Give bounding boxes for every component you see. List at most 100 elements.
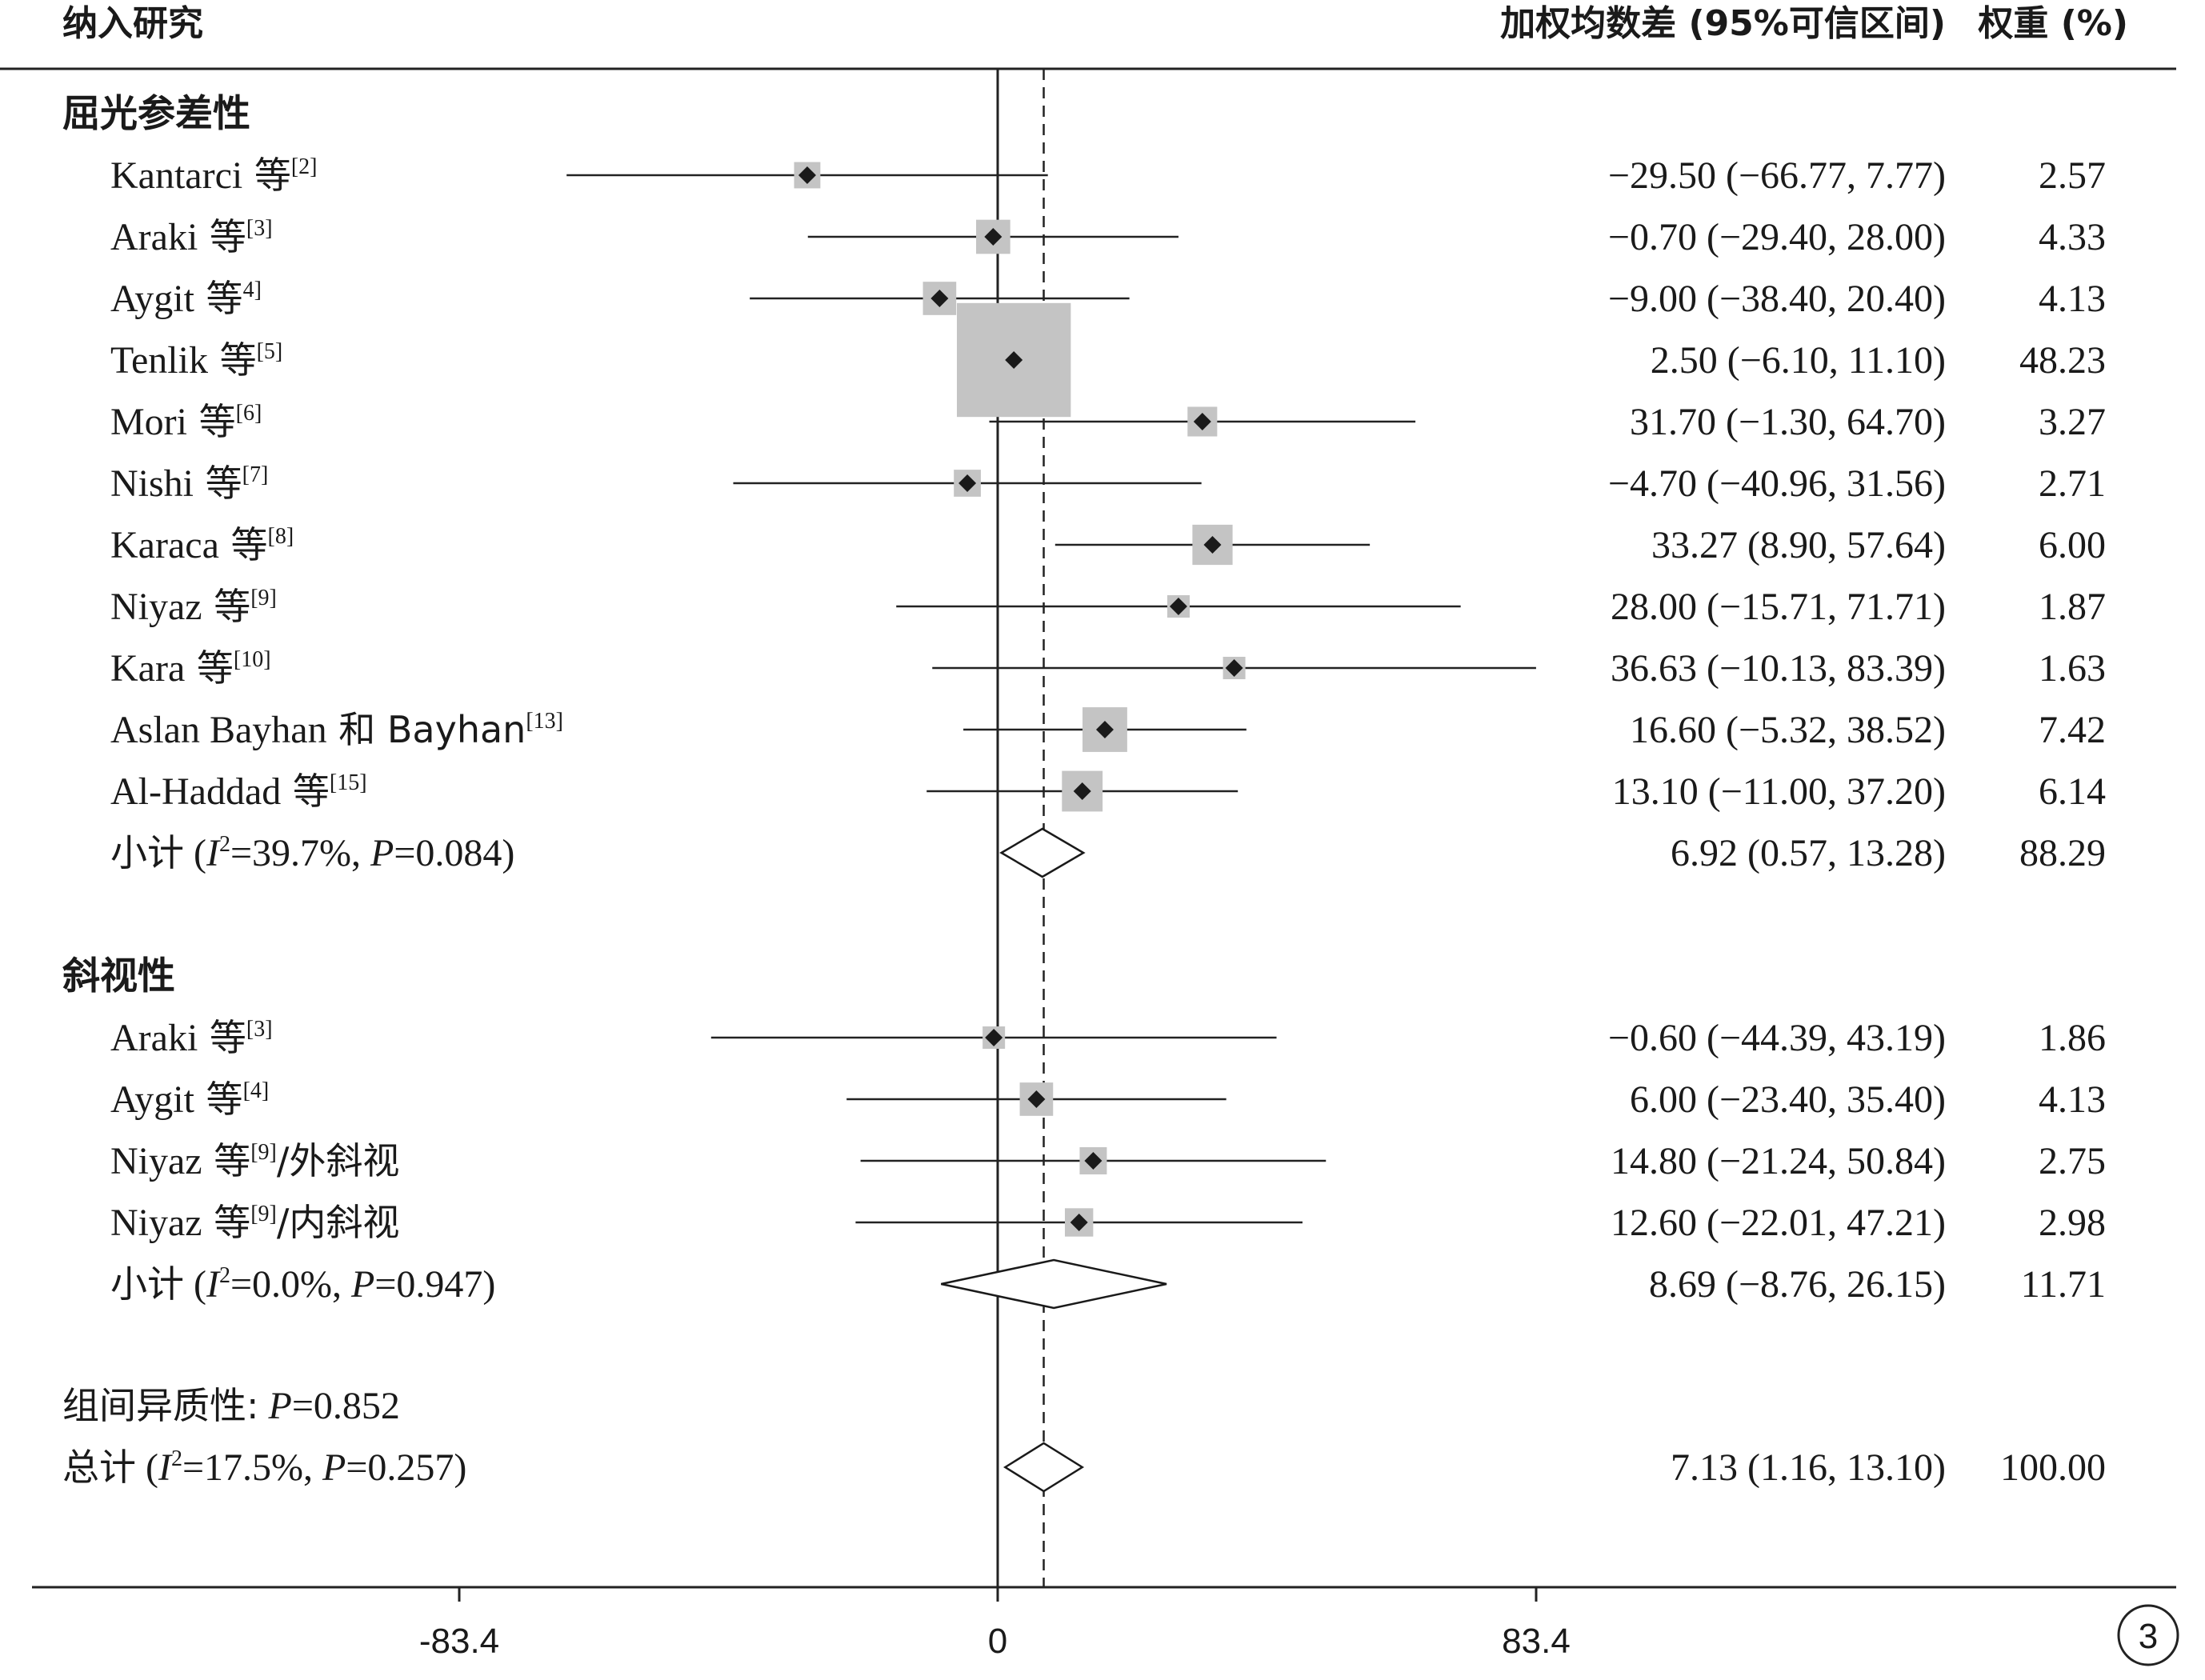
point-estimate [798,166,816,184]
study-tail: /外斜视 [277,1139,400,1182]
study-suffix: 等 [208,338,257,382]
x-tick-label: 0 [988,1622,1007,1661]
study-label: Aygit 等4] [110,277,262,320]
subtotal-label: 小计 (I2=0.0%, P=0.947) [110,1262,495,1306]
point-estimate [1084,1152,1102,1170]
study-suffix: 等 [198,215,246,258]
section-title: 屈光参差性 [62,92,250,136]
study-suffix: 等 [219,523,268,566]
ci-text: 2.50 (−6.10, 11.10) [1651,339,1946,382]
subtotal-diamond-weight-text: 11.71 [2021,1263,2106,1306]
study-label: Araki 等[3] [110,1016,273,1059]
x-tick-label: -83.4 [419,1622,499,1661]
ci-text: 12.60 (−22.01, 47.21) [1611,1202,1946,1244]
study-author: Aygit [110,1078,195,1121]
x-axis-ticks: -83.4 0 83.4 [419,1587,1571,1661]
study-suffix: 等 [194,1078,243,1121]
header-weight: 权重 (%) [1977,3,2128,44]
study-suffix: 等 [281,770,330,813]
study-ref: [2] [291,154,318,179]
ci-text: 28.00 (−15.71, 71.71) [1611,586,1946,628]
study-ref: [15] [330,770,367,795]
overall-label-prefix: 总计 [62,1446,136,1489]
study-author: Tenlik [110,339,208,382]
study-ref: [8] [268,524,294,549]
ci-text: 6.00 (−23.40, 35.40) [1630,1078,1946,1121]
study-label: Al-Haddad 等[15] [110,770,367,813]
study-author: Niyaz [110,1140,202,1182]
section-title: 斜视性 [62,954,175,998]
ci-text: 16.60 (−5.32, 38.52) [1630,709,1946,751]
ci-text: 31.70 (−1.30, 64.70) [1630,401,1946,443]
ci-text: −4.70 (−40.96, 31.56) [1608,462,1946,505]
study-author: Niyaz [110,1202,202,1244]
point-estimate [1095,721,1114,738]
weight-text: 4.13 [2039,278,2106,320]
point-estimate [1193,413,1211,430]
weight-text: 7.42 [2039,709,2106,751]
point-estimate [1225,659,1243,677]
overall-diamond-weight-text: 100.00 [2000,1446,2106,1489]
overall-diamond-ci-text: 7.13 (1.16, 13.10) [1671,1446,1946,1489]
weight-text: 2.57 [2039,154,2106,197]
study-ref: [10] [234,647,271,672]
study-suffix: 等 [187,400,236,443]
study-ref: [3] [246,1017,273,1042]
point-estimate [1203,536,1222,554]
study-label: Tenlik 等[5] [110,338,282,382]
weight-text: 2.71 [2039,462,2106,505]
point-estimate [1169,598,1187,615]
point-estimate [1070,1214,1088,1231]
study-label: Araki 等[3] [110,215,273,258]
subtotal-diamond [999,827,1086,878]
study-suffix: 等 [242,154,291,197]
study-label: Kantarci 等[2] [110,154,318,197]
weight-text: 6.14 [2039,770,2106,813]
study-suffix: 等 [198,1016,246,1059]
study-ref: [3] [246,216,273,241]
study-ref: [7] [242,462,269,487]
study-label: Mori 等[6] [110,400,262,443]
study-suffix: 等 [194,462,242,505]
point-estimate [1027,1090,1046,1108]
overall-label: 总计 (I2=17.5%, P=0.257) [62,1446,466,1489]
study-suffix: 等 [202,585,251,628]
weight-text: 2.98 [2039,1202,2106,1244]
study-label: Nishi 等[7] [110,462,268,505]
study-author: Aslan Bayhan [110,709,327,751]
ci-text: −29.50 (−66.77, 7.77) [1608,154,1946,197]
weight-text: 2.75 [2039,1140,2106,1182]
study-ref: [9] [250,1202,277,1226]
page-number-circle [2117,1604,2179,1666]
header-effect: 加权均数差 (95%可信区间) [1500,3,1946,44]
ci-text: 13.10 (−11.00, 37.20) [1612,770,1946,813]
weight-text: 3.27 [2039,401,2106,443]
study-label: Aslan Bayhan 和 Bayhan[13] [110,708,563,751]
study-label: Kara 等[10] [110,646,271,690]
ci-text: −0.70 (−29.40, 28.00) [1608,216,1946,258]
ci-text: 14.80 (−21.24, 50.84) [1611,1140,1946,1182]
study-author: Nishi [110,462,194,505]
ci-text: 36.63 (−10.13, 83.39) [1611,647,1946,690]
x-tick-label: 83.4 [1502,1622,1571,1661]
ci-text: −0.60 (−44.39, 43.19) [1608,1017,1946,1059]
study-ref: [6] [236,401,262,426]
overall-diamond [1002,1442,1085,1493]
subtotal-label-prefix: 小计 [110,1262,184,1306]
forest-rows: 屈光参差性 Kantarci 等[2] −29.50 (−66.77, 7.77) 2… [62,92,2106,1493]
weight-text: 1.87 [2039,586,2106,628]
study-author: Kara [110,647,185,690]
study-author: Araki [110,1017,198,1059]
study-suffix: 等 [185,646,234,690]
study-suffix: 等 [194,277,243,320]
subtotal-label: 小计 (I2=39.7%, P=0.084) [110,831,514,874]
study-author: Karaca [110,524,219,566]
page-number: 3 [2139,1617,2158,1656]
weight-text: 4.33 [2039,216,2106,258]
ci-text: −9.00 (−38.40, 20.40) [1608,278,1946,320]
heterogeneity-label: 组间异质性: P=0.852 [62,1384,400,1427]
point-estimate [1073,782,1091,800]
study-label: Aygit 等[4] [110,1078,269,1121]
point-estimate [985,1029,1003,1046]
